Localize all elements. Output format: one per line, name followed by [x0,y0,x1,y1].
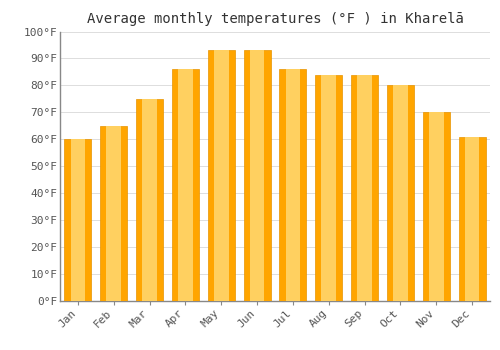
Bar [280,69,306,301]
Bar [178,69,193,301]
Bar [142,99,157,301]
Bar [250,50,264,301]
Bar [464,136,479,301]
Bar [70,139,86,301]
Bar [458,136,485,301]
Bar [393,85,408,301]
Bar [357,75,372,301]
Bar [322,75,336,301]
Bar [214,50,228,301]
Bar [106,126,121,301]
Bar [208,50,234,301]
Bar [387,85,414,301]
Bar [64,139,92,301]
Bar [429,112,444,301]
Bar [316,75,342,301]
Bar [244,50,270,301]
Bar [100,126,127,301]
Bar [423,112,450,301]
Title: Average monthly temperatures (°F ) in Kharelā: Average monthly temperatures (°F ) in Kh… [86,12,464,26]
Bar [351,75,378,301]
Bar [136,99,163,301]
Bar [286,69,300,301]
Bar [172,69,199,301]
